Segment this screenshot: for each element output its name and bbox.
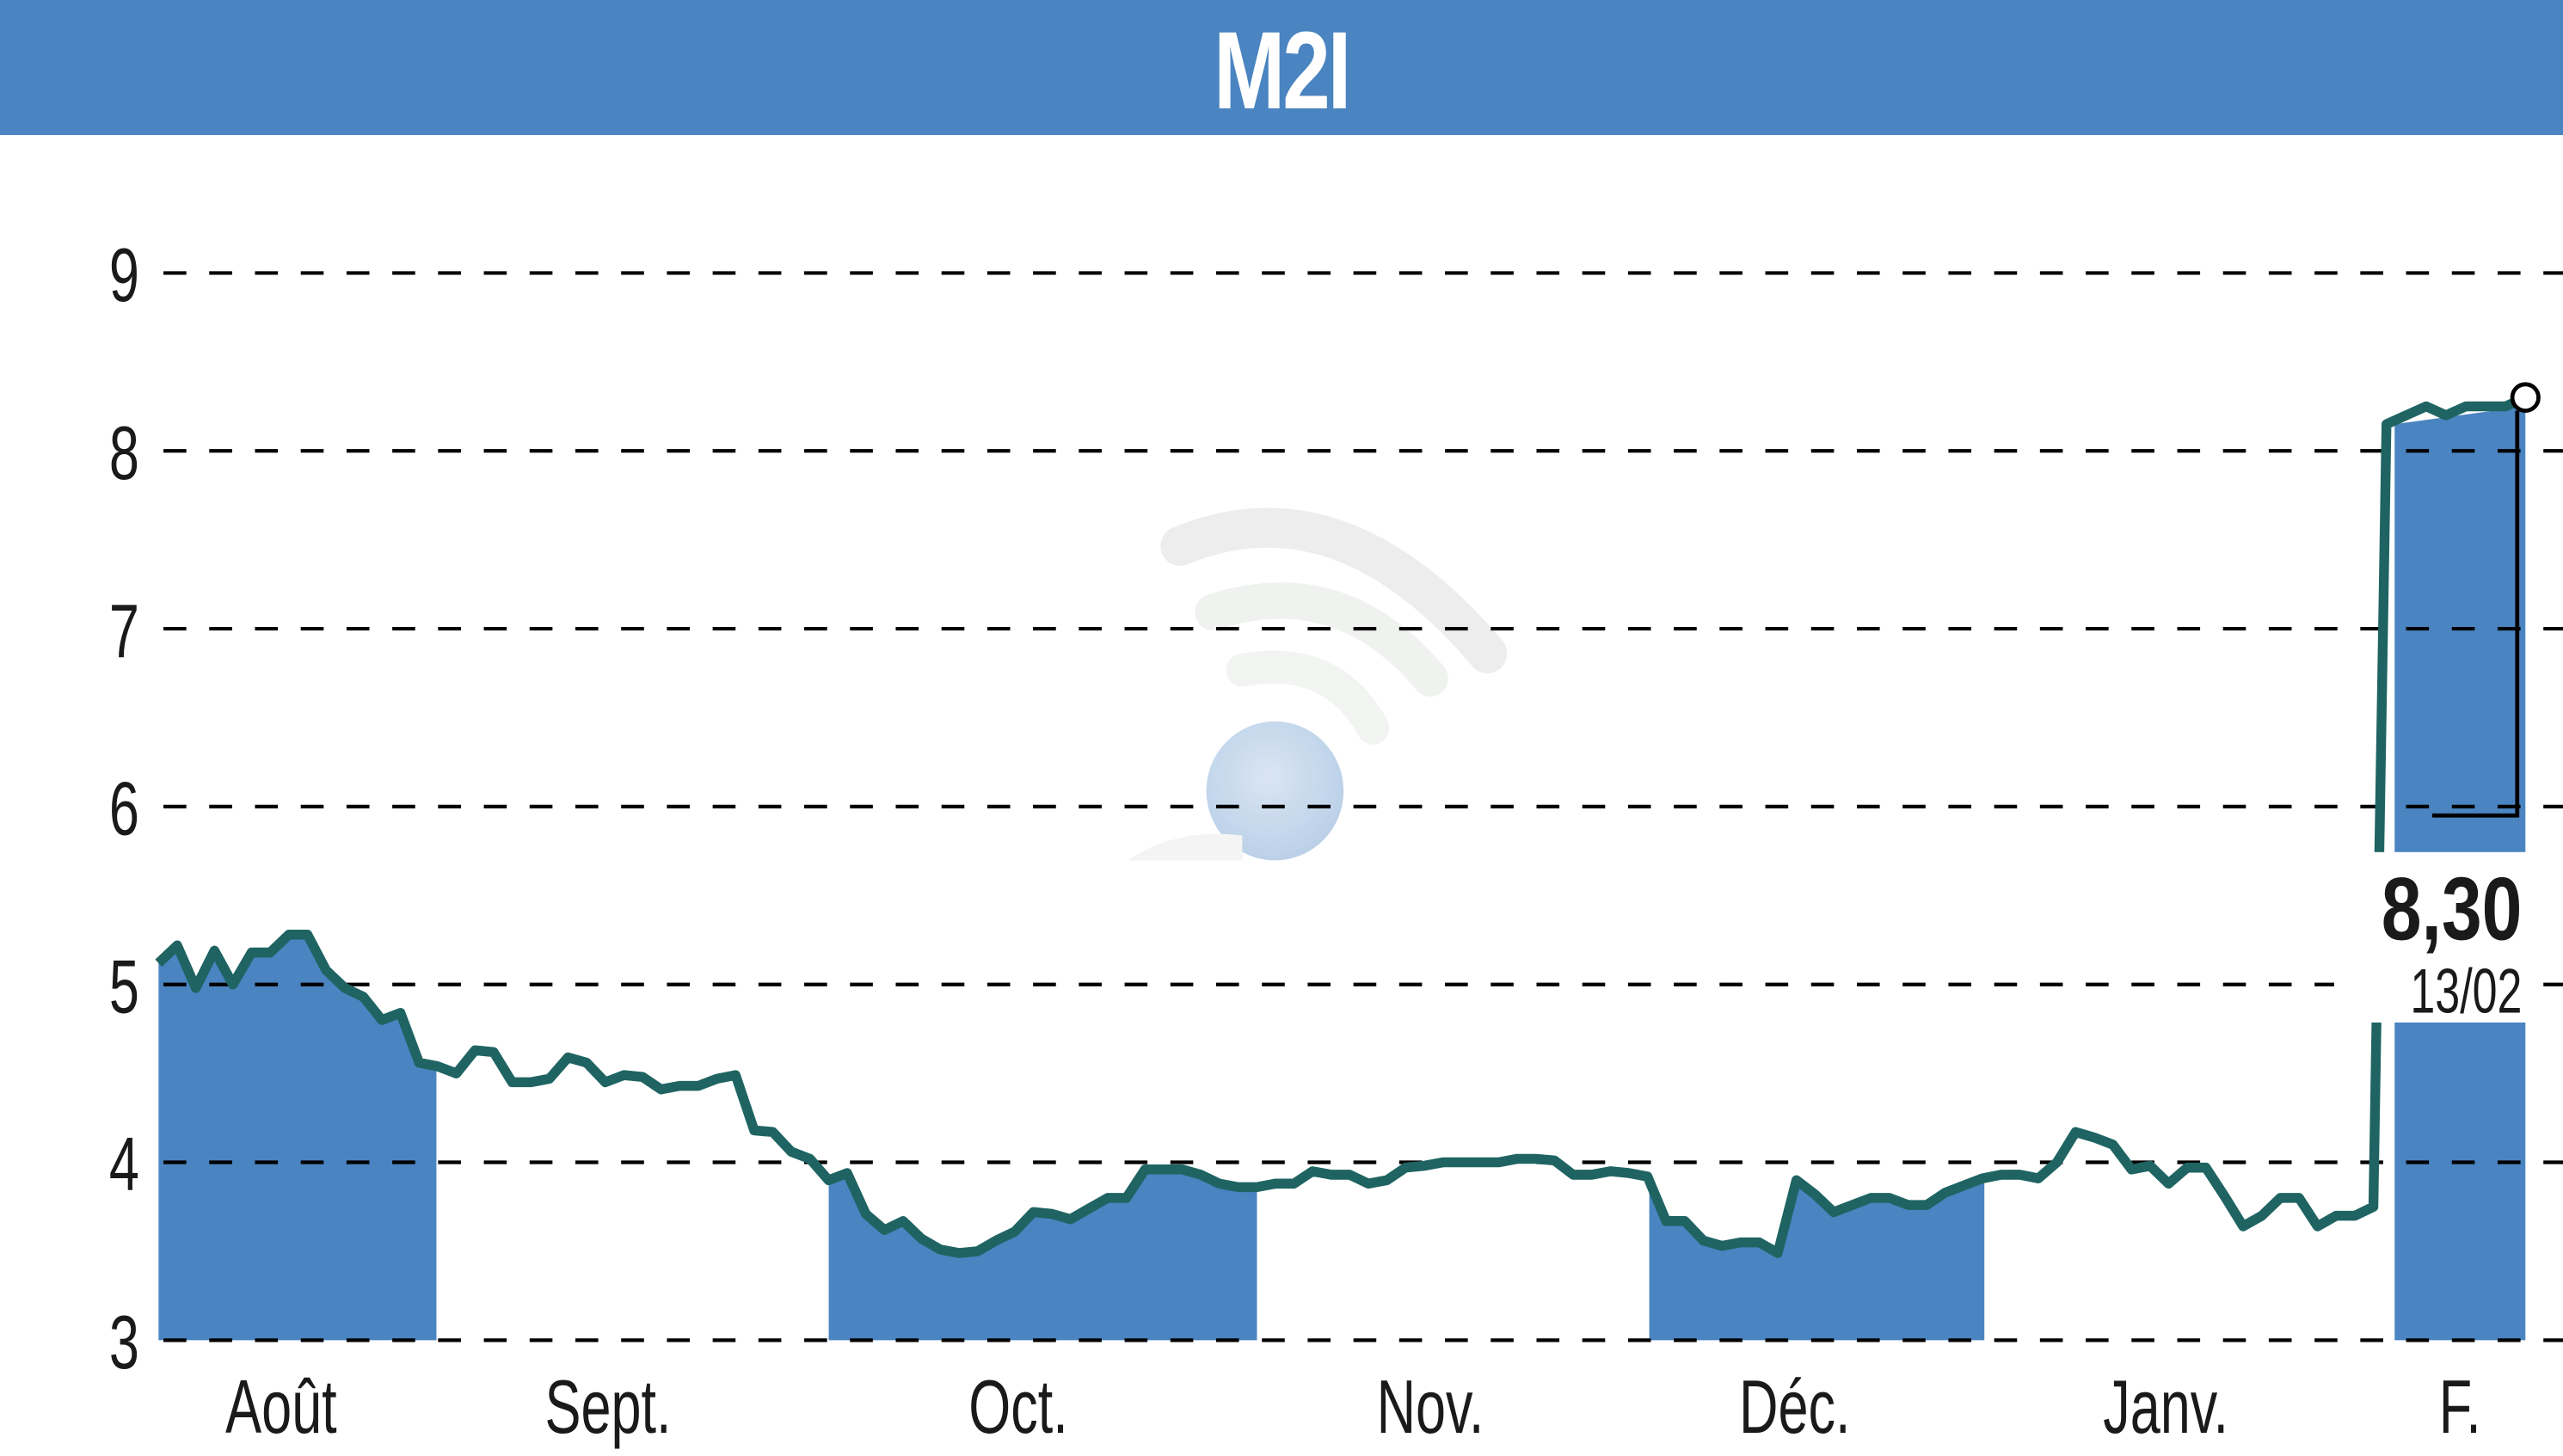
y-axis-ticks: 3 4 5 6 7 8 9 bbox=[109, 233, 139, 1385]
chart-title-bar: M2I bbox=[0, 0, 2563, 135]
y-tick-label: 6 bbox=[109, 766, 139, 851]
y-tick-label: 5 bbox=[109, 944, 139, 1029]
x-month-label: Sept. bbox=[545, 1365, 672, 1450]
last-price-label: 8,30 bbox=[2382, 859, 2523, 959]
x-month-label: Nov. bbox=[1377, 1365, 1484, 1450]
last-price-marker: 8,30 13/02 bbox=[2333, 382, 2541, 1027]
x-month-label: Déc. bbox=[1739, 1365, 1850, 1450]
month-bands bbox=[158, 406, 2526, 1341]
last-date-label: 13/02 bbox=[2410, 957, 2522, 1027]
chart-title: M2I bbox=[1214, 9, 1351, 132]
month-band-4 bbox=[1649, 1177, 1985, 1341]
month-band-2 bbox=[828, 1169, 1257, 1341]
x-month-label: F. bbox=[2439, 1365, 2481, 1450]
y-tick-label: 4 bbox=[109, 1122, 139, 1207]
x-month-label: Oct. bbox=[968, 1365, 1067, 1450]
x-month-label: Août bbox=[225, 1365, 336, 1450]
price-line bbox=[155, 392, 2528, 1258]
grid-lines bbox=[163, 271, 2563, 1342]
x-month-label: Janv. bbox=[2103, 1365, 2228, 1450]
x-axis-month-labels: Août Sept. Oct. Nov. Déc. Janv. F. bbox=[225, 1365, 2481, 1450]
watermark-logo-icon bbox=[1128, 507, 1508, 861]
y-tick-label: 8 bbox=[109, 410, 139, 495]
month-band-0 bbox=[158, 934, 437, 1341]
last-point-marker-icon bbox=[2510, 382, 2541, 414]
y-tick-label: 7 bbox=[109, 588, 139, 673]
y-tick-label: 3 bbox=[109, 1300, 139, 1385]
y-tick-label: 9 bbox=[109, 233, 139, 318]
